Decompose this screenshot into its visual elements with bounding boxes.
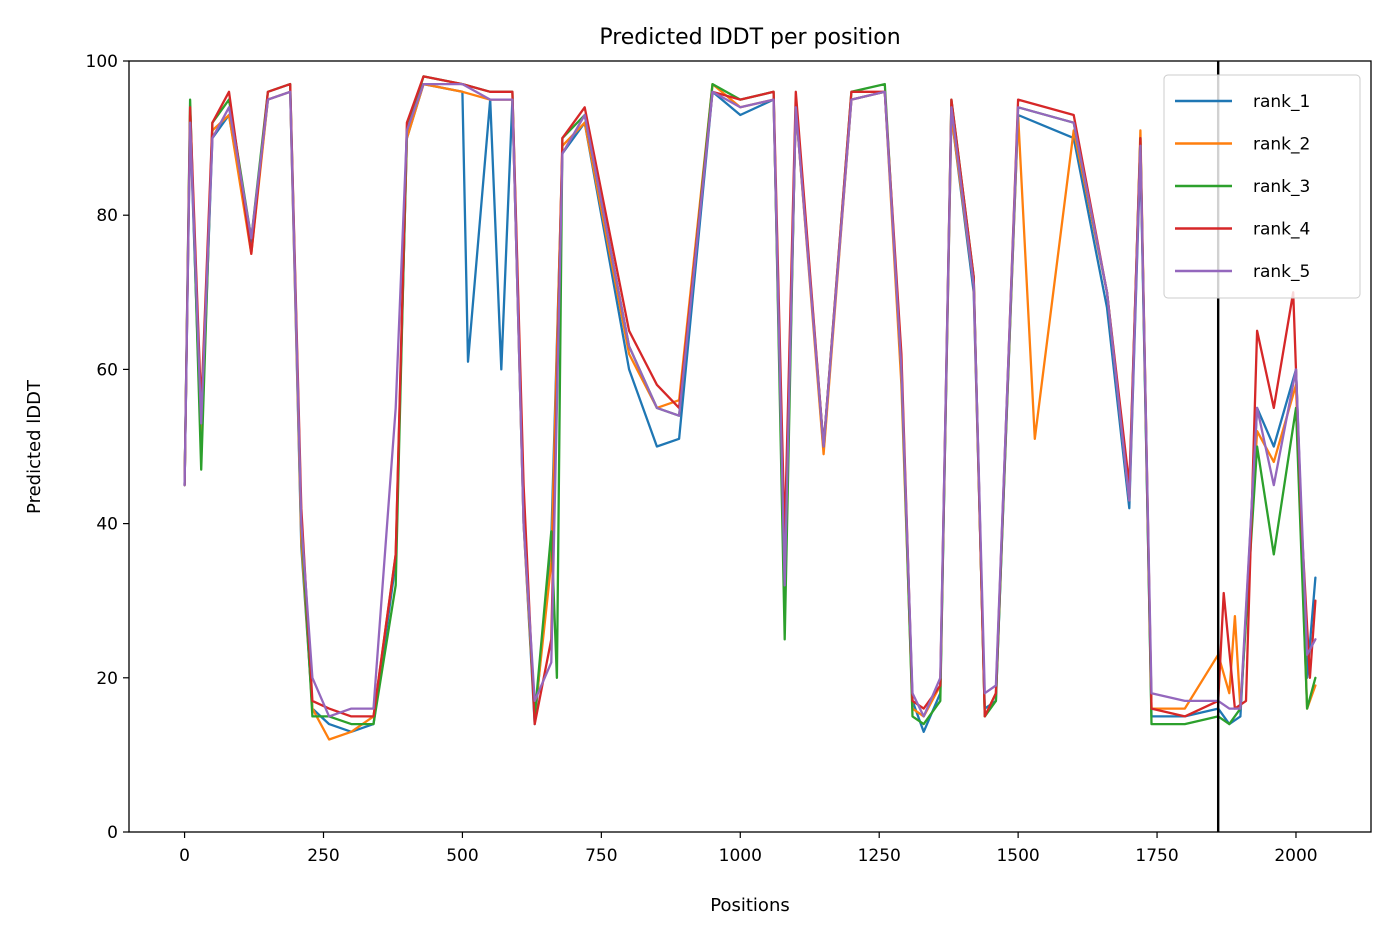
x-tick-label: 250: [307, 846, 339, 866]
series-layer: [183, 75, 1317, 741]
x-axis-label: Positions: [710, 895, 789, 916]
x-tick-label: 2000: [1274, 846, 1317, 866]
y-tick-label: 20: [96, 669, 118, 689]
x-tick-label: 1250: [858, 846, 901, 866]
x-tick-label: 1750: [1135, 846, 1178, 866]
series-line-rank_5: [183, 82, 1317, 718]
legend-label-rank_3: rank_3: [1253, 177, 1310, 197]
legend-label-rank_5: rank_5: [1253, 262, 1310, 282]
y-tick-label: 80: [96, 206, 118, 226]
y-tick-label: 0: [107, 823, 118, 843]
plot-frame: [128, 60, 1372, 833]
y-tick-label: 60: [96, 360, 118, 380]
legend-label-rank_4: rank_4: [1253, 220, 1310, 240]
y-axis-ticks: 0 20 40 60 80 100: [86, 52, 129, 843]
y-tick-label: 100: [86, 52, 118, 72]
legend-label-rank_1: rank_1: [1253, 92, 1310, 112]
legend-label-rank_2: rank_2: [1253, 135, 1310, 155]
y-tick-label: 40: [96, 515, 118, 535]
x-tick-label: 1500: [996, 846, 1039, 866]
legend-box: [1163, 74, 1361, 299]
x-tick-label: 750: [585, 846, 617, 866]
x-tick-label: 1000: [719, 846, 762, 866]
legend: rank_1 rank_2 rank_3 rank_4 rank_5: [1163, 74, 1361, 299]
x-tick-label: 0: [179, 846, 190, 866]
x-axis-ticks: 0 250 500 750 1000 1250 1500 1750 2000: [179, 832, 1318, 866]
chart-title: Predicted lDDT per position: [599, 25, 900, 50]
y-axis-label: Predicted lDDT: [24, 379, 45, 514]
x-tick-label: 500: [446, 846, 478, 866]
